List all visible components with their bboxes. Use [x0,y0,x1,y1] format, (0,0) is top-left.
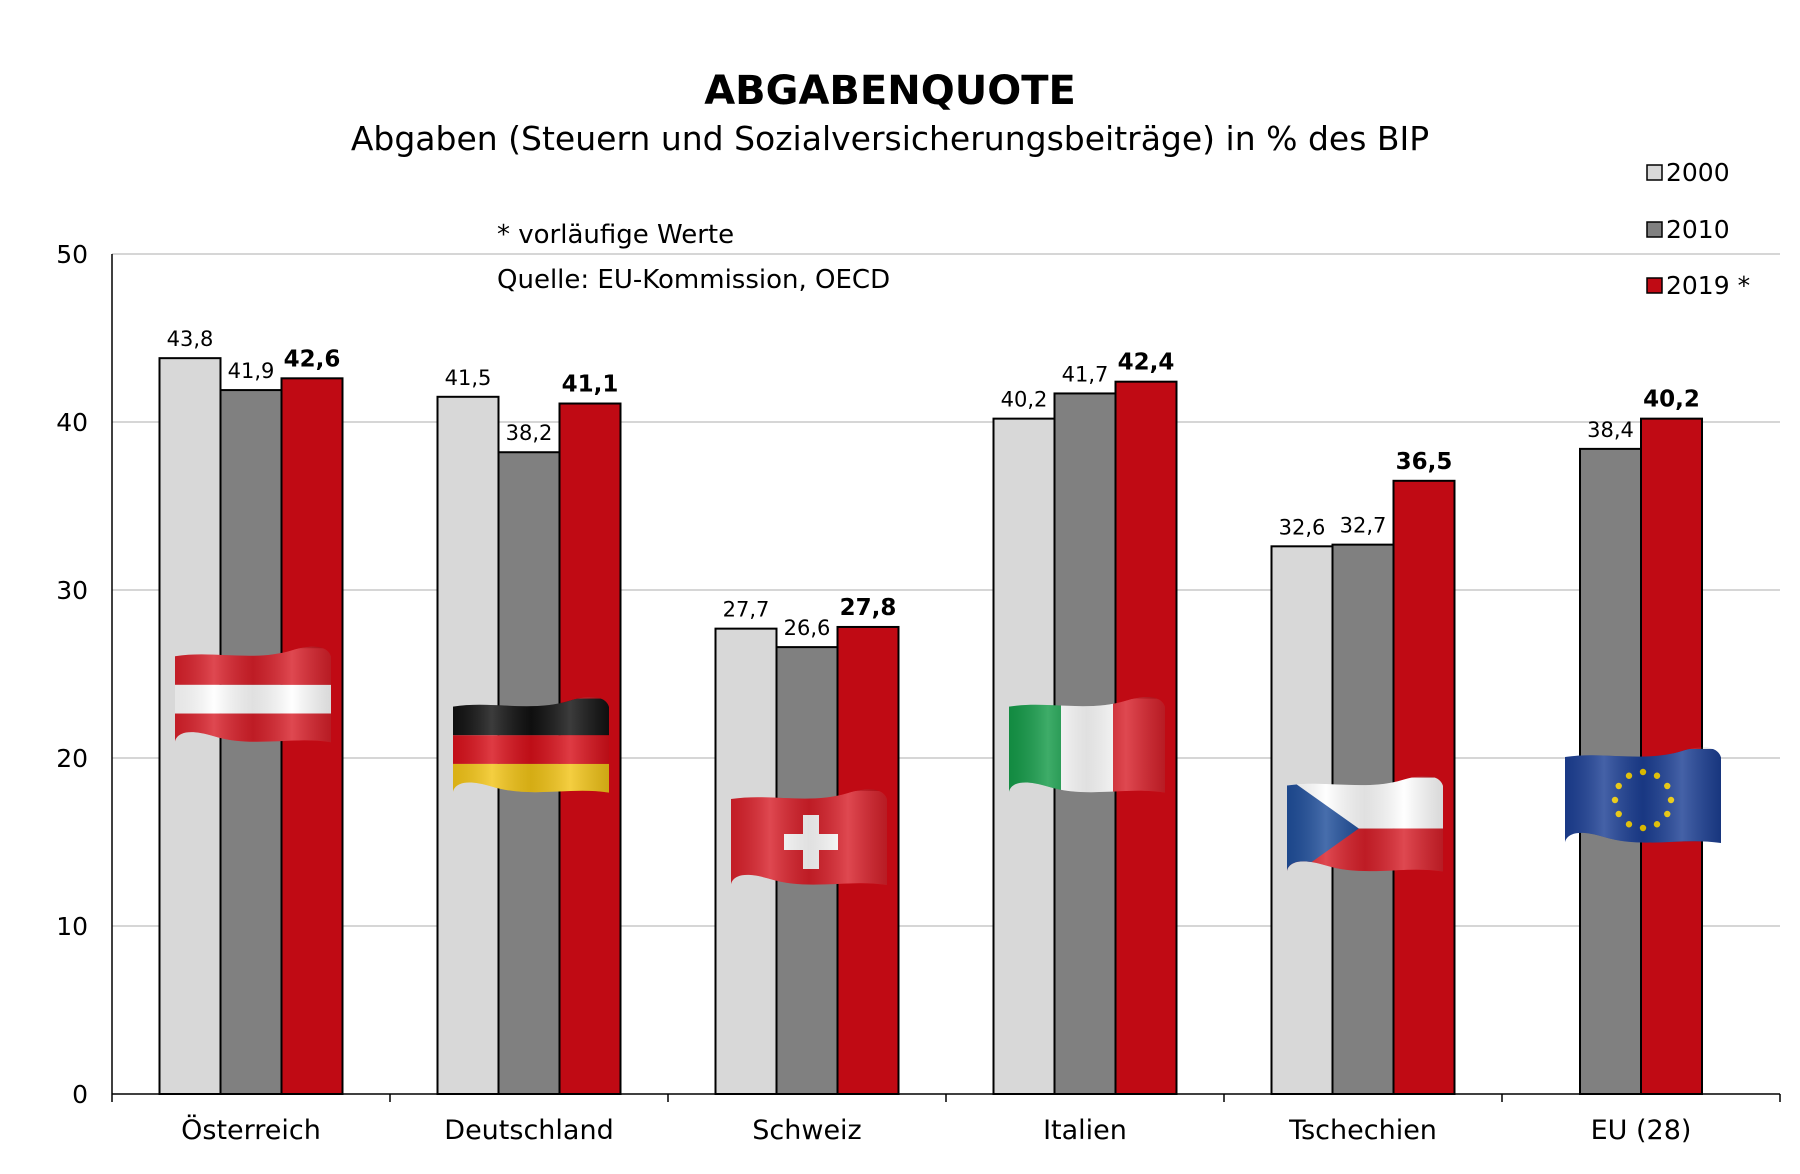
legend-label-2019: 2019 * [1666,271,1750,300]
legend-label-2010: 2010 [1666,215,1730,244]
switzerland-flag [731,789,887,885]
data-label-2000: 41,5 [445,366,492,390]
data-label-2019: 36,5 [1396,449,1453,475]
data-label-2000: 40,2 [1001,388,1048,412]
italy-flag [1009,696,1165,793]
data-label-2019: 40,2 [1643,387,1700,413]
data-label-2010: 41,7 [1062,362,1109,386]
source-note: Quelle: EU-Kommission, OECD [497,265,890,295]
data-label-2010: 26,6 [784,616,831,640]
x-tick-label: Tschechien [1288,1115,1437,1146]
legend-swatch-2019 [1646,277,1663,294]
y-tick-label: 50 [56,240,88,269]
y-tick-label: 20 [56,744,88,773]
legend-label-2000: 2000 [1666,158,1730,187]
eu-flag [1565,747,1721,843]
data-label-2010: 32,7 [1340,514,1387,538]
y-tick-label: 40 [56,408,88,437]
y-tick-label: 30 [56,576,88,605]
legend-swatch-2000 [1646,164,1663,181]
data-label-2000: 43,8 [167,327,214,351]
flags [175,646,1721,885]
data-label-2010: 41,9 [228,359,275,383]
x-tick-label: Österreich [181,1114,321,1146]
chart-title: ABGABENQUOTE [704,68,1076,114]
data-label-2010: 38,4 [1587,418,1634,442]
x-tick-label: EU (28) [1591,1115,1692,1146]
y-tick-label: 0 [72,1080,88,1109]
chart-subtitle: Abgaben (Steuern und Sozialversicherungs… [351,119,1429,158]
legend: 2000 2010 2019 * [1646,158,1750,300]
legend-swatch-2010 [1646,221,1663,238]
y-tick-label: 10 [56,912,88,941]
data-label-2000: 27,7 [723,598,770,622]
preliminary-note: * vorläufige Werte [497,220,734,250]
data-labels: 43,8 41,9 42,6 41,5 38,2 41,1 27,7 26,6 27,8 40,2… [167,327,1700,640]
data-label-2019: 42,6 [284,346,341,372]
x-tick-label: Deutschland [444,1115,613,1146]
bar-2010 [219,389,283,1095]
data-label-2010: 38,2 [506,421,553,445]
data-label-2000: 32,6 [1279,515,1326,539]
axes: 0 10 20 30 40 50 Österreich Deutschland Schweiz I… [56,240,1781,1146]
gridlines [112,253,1780,927]
data-label-2019: 42,4 [1118,350,1175,376]
x-tick-label: Italien [1043,1115,1127,1146]
data-label-2019: 41,1 [562,372,619,398]
bars [158,357,1703,1096]
czech-flag [1287,775,1443,872]
x-tick-label: Schweiz [752,1115,861,1146]
data-label-2019: 27,8 [840,595,897,621]
